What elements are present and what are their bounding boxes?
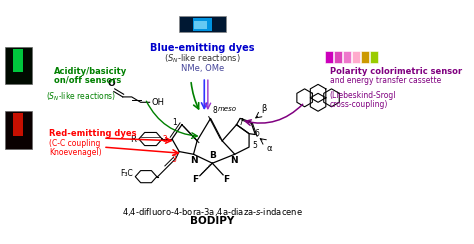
FancyBboxPatch shape [334, 51, 342, 63]
Text: Blue-emitting dyes: Blue-emitting dyes [150, 43, 255, 53]
FancyBboxPatch shape [192, 18, 212, 30]
FancyBboxPatch shape [361, 51, 369, 63]
Text: 2: 2 [163, 134, 167, 143]
Text: on/off sensors: on/off sensors [54, 76, 121, 85]
Text: Acidity/basicity: Acidity/basicity [54, 67, 127, 76]
Text: Polarity colorimetric sensor: Polarity colorimetric sensor [330, 67, 462, 76]
Text: meso: meso [218, 106, 237, 112]
Text: α: α [266, 143, 272, 152]
Text: BODIPY: BODIPY [190, 216, 235, 226]
Text: 3: 3 [172, 155, 176, 164]
FancyBboxPatch shape [352, 51, 360, 63]
Text: $(S_N$-like reactions): $(S_N$-like reactions) [46, 91, 116, 103]
FancyBboxPatch shape [343, 51, 351, 63]
Text: Knoevenagel): Knoevenagel) [49, 148, 102, 157]
Text: OH: OH [151, 98, 164, 107]
Text: 8: 8 [212, 106, 217, 115]
Text: cross-coupling): cross-coupling) [330, 100, 388, 109]
FancyBboxPatch shape [5, 111, 32, 149]
Text: 5: 5 [253, 141, 257, 150]
Text: 7: 7 [238, 118, 243, 127]
Text: and energy transfer cassette: and energy transfer cassette [330, 76, 441, 85]
Text: F: F [224, 175, 230, 184]
Text: R: R [130, 134, 136, 143]
FancyBboxPatch shape [370, 51, 378, 63]
Text: F₃C: F₃C [121, 169, 134, 178]
Text: 6: 6 [255, 129, 259, 138]
FancyBboxPatch shape [5, 47, 32, 84]
Text: (Liebeskind-Srogl: (Liebeskind-Srogl [330, 91, 396, 100]
Text: F: F [192, 175, 199, 184]
FancyBboxPatch shape [12, 49, 23, 72]
Text: $(S_N$-like reactions): $(S_N$-like reactions) [164, 53, 241, 65]
Text: B: B [209, 151, 216, 160]
Text: N: N [191, 156, 198, 165]
Text: O: O [107, 79, 115, 88]
FancyBboxPatch shape [194, 21, 207, 29]
FancyBboxPatch shape [325, 51, 333, 63]
Text: (C-C coupling: (C-C coupling [49, 139, 100, 148]
FancyBboxPatch shape [12, 113, 23, 136]
Text: N: N [230, 156, 237, 165]
FancyBboxPatch shape [179, 16, 226, 32]
Text: Red-emitting dyes: Red-emitting dyes [49, 129, 137, 138]
Text: NMe, OMe: NMe, OMe [181, 64, 224, 73]
Text: 1: 1 [173, 118, 177, 127]
Text: 4,4-difluoro-4-bora-3a,4a-diaza-$s$-indacene: 4,4-difluoro-4-bora-3a,4a-diaza-$s$-inda… [122, 206, 303, 218]
Text: β: β [262, 104, 267, 113]
